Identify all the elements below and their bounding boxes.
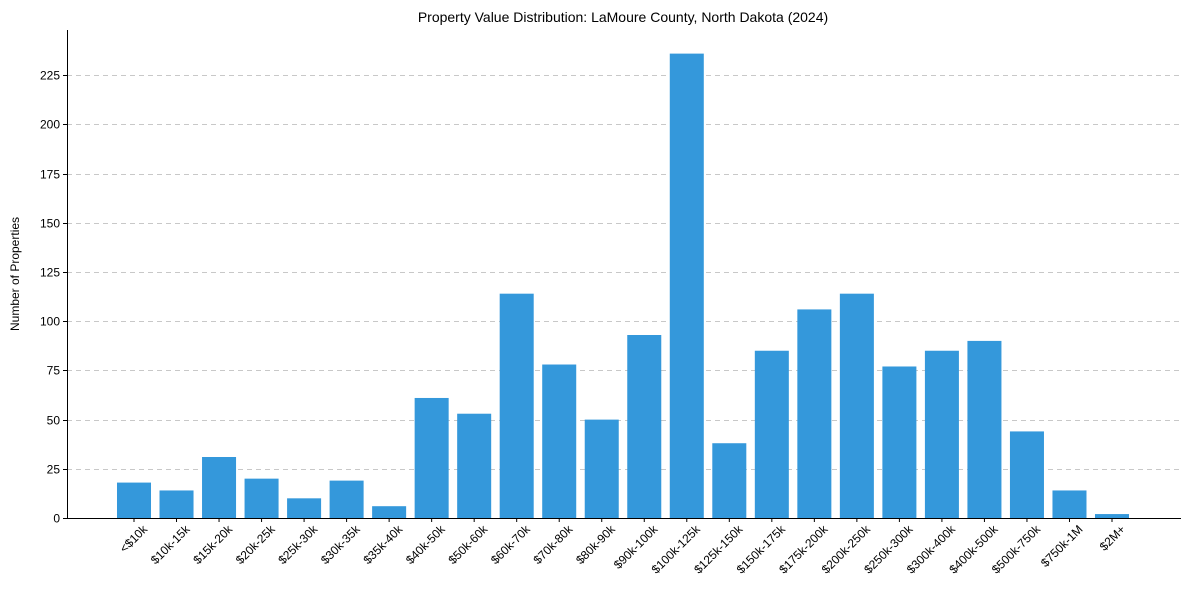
x-tick-label: $2M+: [1097, 522, 1128, 553]
bar: [542, 364, 577, 518]
bar: [1094, 514, 1130, 518]
x-tick-label: $25k-30k: [275, 522, 321, 568]
x-tick-label: $70k-80k: [531, 522, 577, 568]
bar: [1009, 431, 1044, 518]
y-tick-label: 25: [47, 463, 61, 477]
bar: [669, 53, 704, 518]
bar: [712, 443, 747, 518]
bar: [797, 309, 832, 518]
bars: [116, 53, 1130, 518]
bar: [414, 397, 449, 518]
x-tick-label: $750k-1M: [1038, 522, 1086, 570]
bar: [584, 419, 619, 518]
bar: [499, 293, 534, 518]
bar: [627, 335, 662, 518]
y-tick-label: 150: [40, 217, 60, 231]
x-tick-label: $40k-50k: [403, 522, 449, 568]
y-tick-label: 100: [40, 315, 60, 329]
x-tick-label: $10k-15k: [148, 522, 194, 568]
grid-lines: [67, 75, 1181, 470]
bar: [329, 480, 364, 518]
bar: [159, 490, 194, 518]
chart-title: Property Value Distribution: LaMoure Cou…: [418, 9, 828, 25]
bar: [457, 413, 492, 518]
y-tick-label: 125: [40, 266, 60, 280]
bar: [287, 498, 322, 518]
x-tick-label: <$10k: [117, 522, 151, 556]
x-tick-label: $15k-20k: [190, 522, 236, 568]
bar: [202, 457, 237, 518]
bar: [244, 478, 279, 518]
x-tick-label: $60k-70k: [488, 522, 534, 568]
bar: [116, 482, 152, 518]
y-tick-label: 0: [53, 512, 60, 526]
bar: [924, 350, 959, 518]
y-tick-label: 175: [40, 168, 60, 182]
x-tick-label: $30k-35k: [318, 522, 364, 568]
bar: [967, 340, 1002, 518]
y-axis-ticks: 0 25 50 75 100 125 150 175 200 225: [40, 69, 67, 526]
bar: [372, 506, 407, 518]
y-tick-label: 50: [47, 414, 61, 428]
bar: [754, 350, 789, 518]
x-tick-label: $35k-40k: [360, 522, 406, 568]
bar: [1052, 490, 1087, 518]
y-axis-label: Number of Properties: [8, 217, 22, 331]
y-tick-label: 225: [40, 69, 60, 83]
x-axis-ticks: <$10k$10k-15k$15k-20k$20k-25k$25k-30k$30…: [117, 518, 1128, 576]
x-tick-label: $50k-60k: [445, 522, 491, 568]
bar: [882, 366, 917, 518]
y-tick-label: 200: [40, 118, 60, 132]
x-tick-label: $20k-25k: [233, 522, 279, 568]
y-tick-label: 75: [47, 364, 61, 378]
bar: [839, 293, 874, 518]
